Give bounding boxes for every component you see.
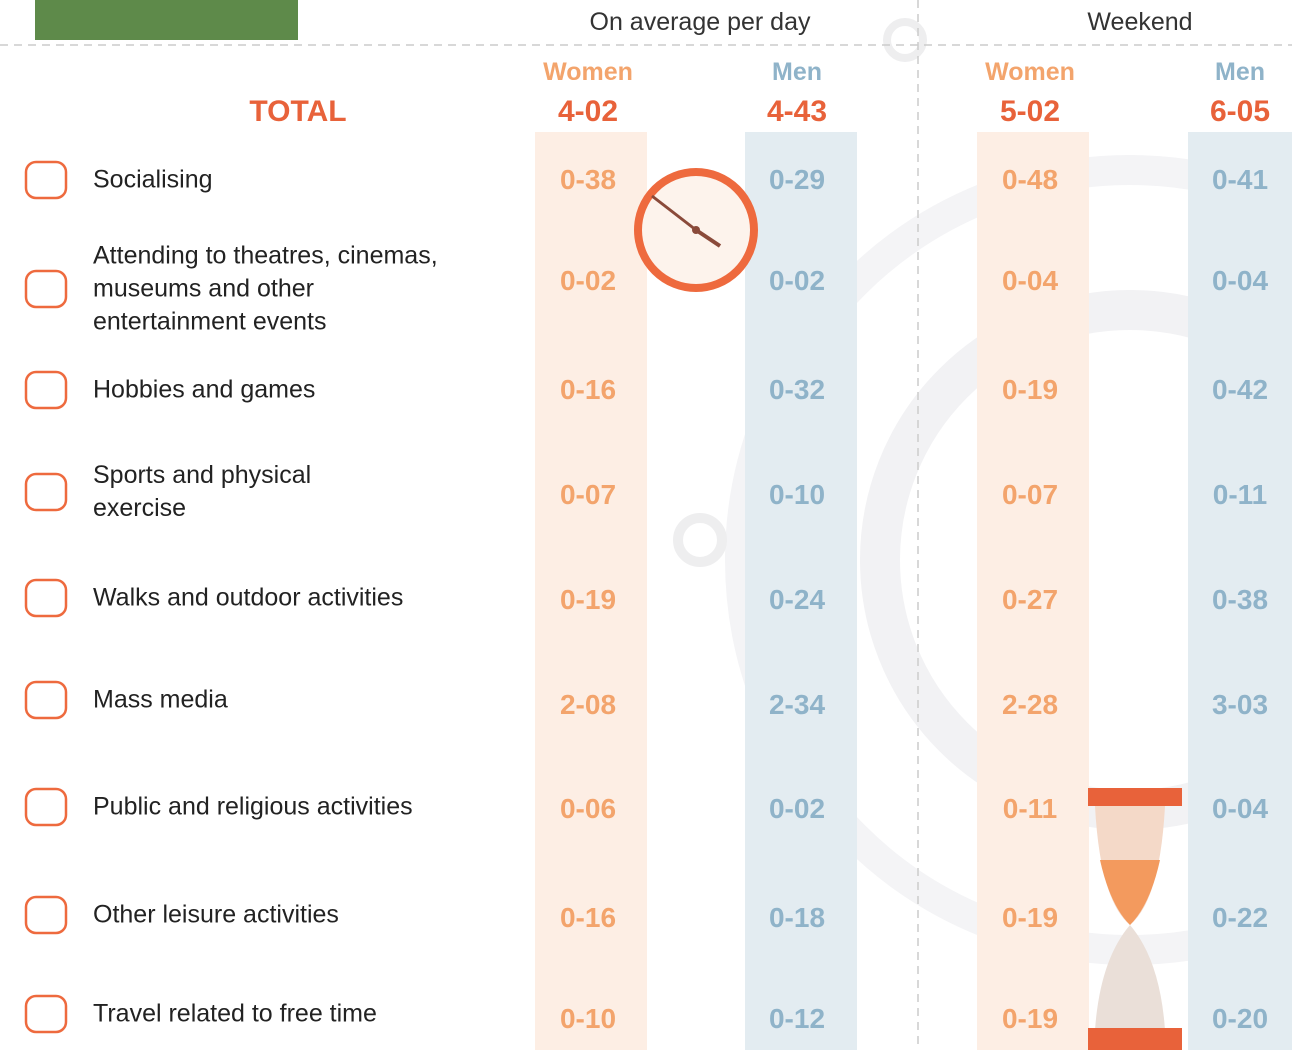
row-icon [24,472,68,512]
row-icon [24,269,68,309]
row-label: Sports and physical exercise [93,459,311,525]
row-icon [24,787,68,827]
women-band [977,132,1089,1050]
women-band [535,132,647,1050]
row-label: Socialising [93,164,213,197]
row-icon [24,160,68,200]
decor-dot [673,513,727,567]
cell-value: 0-24 [768,584,826,615]
cell-value: 0-12 [768,1003,826,1034]
row-icon [24,994,68,1034]
label-line: entertainment events [93,307,327,336]
men-band [1188,132,1292,1050]
label-line: Mass media [93,685,228,714]
cell-value: 0-29 [768,164,826,195]
cell-value: 0-07 [559,479,617,510]
clock [634,168,758,292]
cell-value: 0-10 [559,1003,617,1034]
total-value: 4-43 [766,95,828,128]
cell-value: 0-20 [1211,1003,1269,1034]
cell-value: 0-38 [1211,584,1269,615]
row-label: Walks and outdoor activities [93,582,403,615]
cell-value: 0-04 [1001,265,1059,296]
cell-value: 0-32 [768,374,826,405]
cell-value: 0-19 [1001,1003,1059,1034]
cell-value: 0-19 [1001,902,1059,933]
row-label: Public and religious activities [93,791,413,824]
cell-value: 0-16 [559,902,617,933]
group-header: On average per day [589,8,811,36]
cell-value: 2-34 [768,689,826,720]
row-label: Travel related to free time [93,998,377,1031]
cell-value: 0-41 [1211,164,1269,195]
cell-value: 2-28 [1001,689,1059,720]
cell-value: 0-11 [1212,479,1268,510]
label-line: Other leisure activities [93,900,339,929]
cell-value: 0-04 [1211,793,1269,824]
row-icon [24,578,68,618]
cell-value: 0-11 [1002,793,1058,824]
cell-value: 3-03 [1211,689,1269,720]
cell-value: 0-38 [559,164,617,195]
cell-value: 0-19 [1001,374,1059,405]
cell-value: 0-42 [1211,374,1269,405]
photo [35,0,298,40]
label-line: Sports and physical [93,461,312,489]
cell-value: 0-07 [1001,479,1059,510]
column-header: Men [772,58,822,86]
label-line: Walks and outdoor activities [93,583,404,612]
cell-value: 0-19 [559,584,617,615]
cell-value: 0-18 [768,902,826,933]
cell-value: 0-04 [1211,265,1269,296]
row-label: Mass media [93,684,228,717]
label-line: Hobbies and games [93,375,316,404]
column-header: Men [1215,58,1265,86]
label-line: Attending to theatres, cinemas, [93,241,438,270]
total-value: 4-02 [557,95,619,128]
row-label: Attending to theatres, cinemas, museums a… [93,240,438,339]
total-label: TOTAL [249,95,347,128]
row-icon [24,370,68,410]
column-header: Women [543,58,633,86]
label-line: Socialising [93,165,213,194]
cell-value: 0-02 [768,793,826,824]
group-header: Weekend [1087,8,1193,36]
row-label: Other leisure activities [93,899,339,932]
cell-value: 0-10 [768,479,826,510]
cell-value: 0-02 [559,265,617,296]
row-icon [24,895,68,935]
column-header: Women [985,58,1075,86]
cell-value: 0-02 [768,265,826,296]
cell-value: 0-16 [559,374,617,405]
row-label: Hobbies and games [93,374,315,407]
hourglass [1088,788,1182,1050]
total-value: 6-05 [1209,95,1271,128]
decor-dot [883,18,927,62]
cell-value: 0-27 [1001,584,1059,615]
cell-value: 0-22 [1211,902,1269,933]
cell-value: 0-06 [559,793,617,824]
men-band [745,132,857,1050]
total-value: 5-02 [999,95,1061,128]
label-line: exercise [93,494,187,522]
cell-value: 2-08 [559,689,617,720]
label-line: museums and other [93,274,314,303]
row-icon [24,680,68,720]
cell-value: 0-48 [1001,164,1059,195]
label-line: Travel related to free time [93,999,377,1028]
label-line: Public and religious activities [93,792,413,821]
